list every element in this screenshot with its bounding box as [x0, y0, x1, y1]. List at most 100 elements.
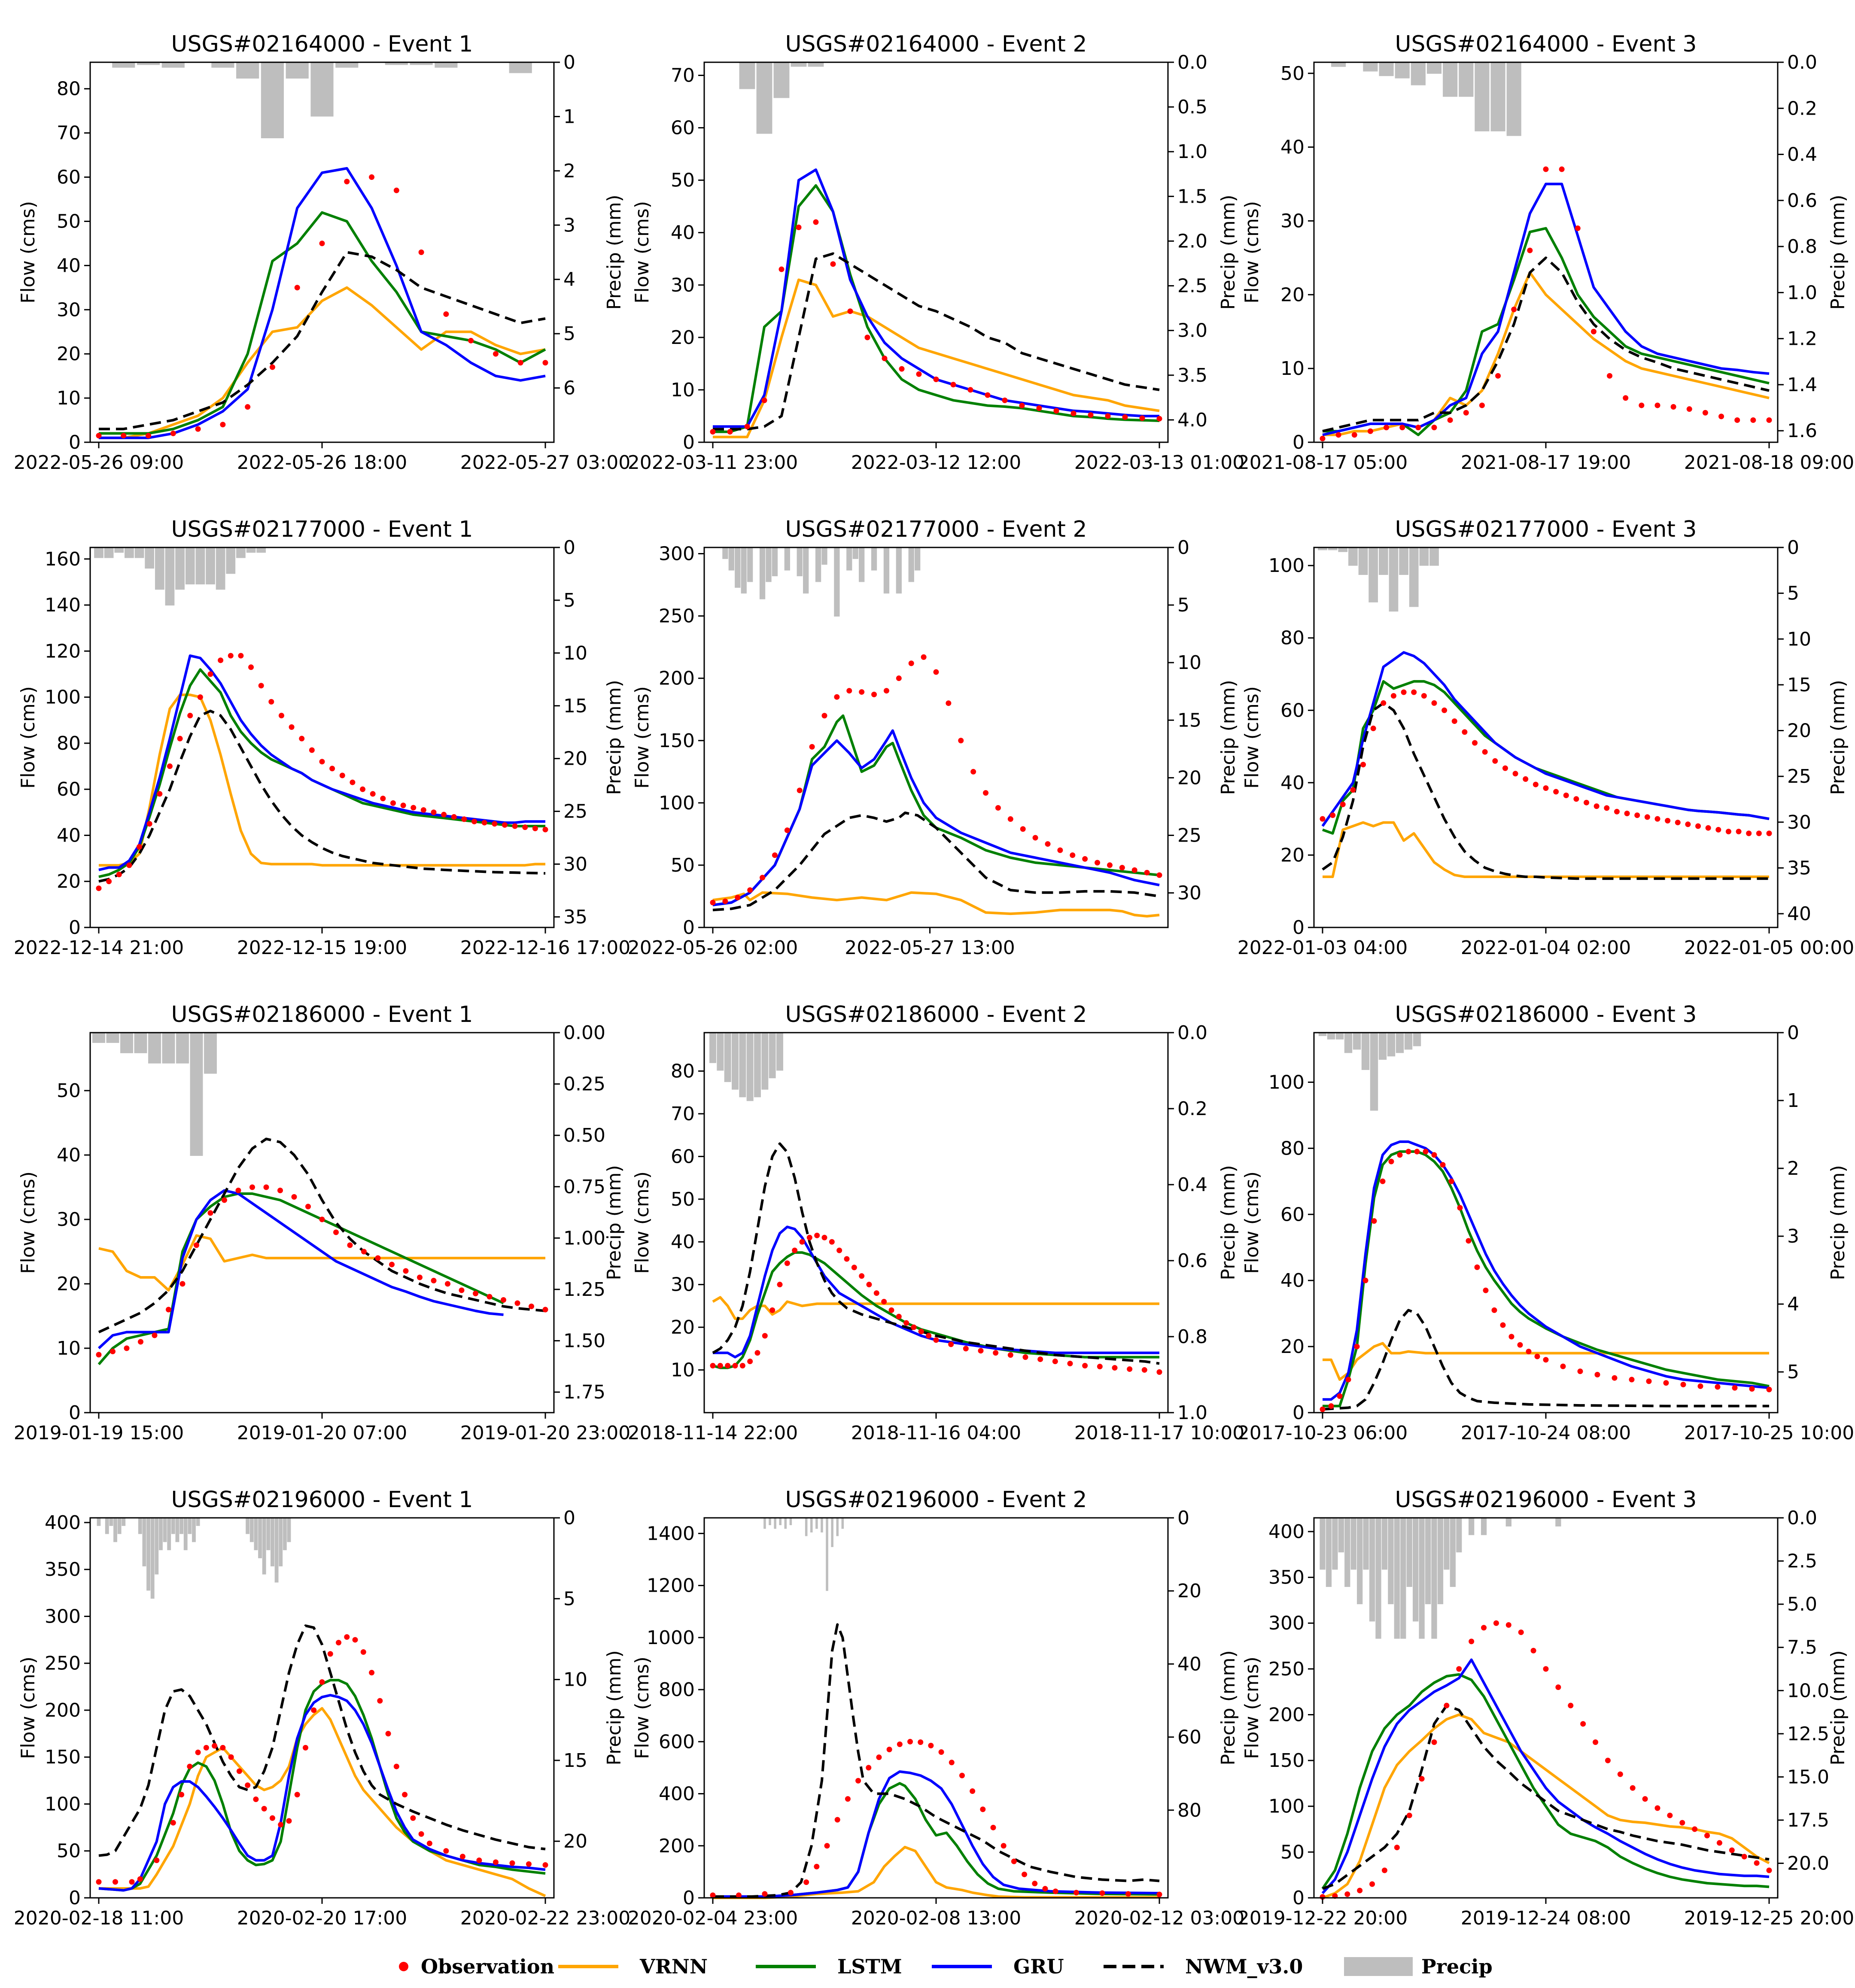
precip-tick-label: 5: [563, 590, 575, 611]
observation-point: [739, 1363, 745, 1369]
precip-tick-label: 7.5: [1787, 1637, 1817, 1659]
observation-point: [1462, 729, 1468, 735]
observation-point: [129, 1879, 135, 1885]
precip-tick-label: 0: [563, 1507, 575, 1529]
x-tick-label: 2022-01-03 04:00: [1238, 937, 1408, 959]
observation-point: [1007, 816, 1013, 822]
precip-bar: [1389, 547, 1399, 612]
observation-point: [319, 759, 325, 765]
observation-point: [157, 791, 163, 797]
observation-point: [990, 1824, 996, 1830]
y-tick-label: 0: [683, 1887, 695, 1909]
precip-bar: [125, 547, 134, 558]
precip-tick-label: 20: [563, 748, 587, 770]
observation-point: [1644, 814, 1650, 820]
observation-point: [410, 1815, 416, 1821]
precip-bar: [1409, 547, 1419, 607]
observation-point: [96, 1879, 102, 1885]
observation-point: [1036, 405, 1042, 411]
observation-point: [1406, 1812, 1412, 1818]
observation-point: [1512, 771, 1518, 777]
precip-axis-label: Precip (mm): [1217, 195, 1239, 310]
precip-bar: [1475, 62, 1490, 131]
precip-tick-label: 3: [563, 214, 575, 236]
observation-point: [1456, 1666, 1462, 1672]
precip-tick-label: 15: [563, 1750, 587, 1772]
observation-point: [911, 1324, 917, 1330]
precip-tick-label: 1.5: [1177, 185, 1207, 207]
y-tick-label: 100: [1268, 1071, 1305, 1093]
observation-point: [824, 1843, 830, 1849]
observation-point: [389, 1261, 395, 1268]
observation-point: [1749, 1386, 1755, 1392]
observation-point: [1328, 1403, 1334, 1409]
precip-bar: [803, 547, 809, 594]
observation-point: [784, 827, 790, 833]
precip-tick-label: 0: [563, 537, 575, 559]
x-tick-label: 2018-11-16 04:00: [851, 1422, 1022, 1444]
observation-point: [411, 805, 417, 811]
chart-panel: USGS#02196000 - Event 202004006008001000…: [628, 1487, 1245, 1929]
x-tick-label: 2017-10-23 06:00: [1238, 1422, 1408, 1444]
precip-bar: [185, 547, 195, 585]
y-tick-label: 150: [659, 730, 695, 752]
observation-point: [1362, 1277, 1368, 1283]
lstm-series-line: [1323, 1150, 1770, 1407]
observation-point: [542, 1307, 548, 1313]
precip-tick-label: 80: [1177, 1800, 1201, 1821]
observation-point: [1320, 435, 1326, 441]
observation-point: [1337, 1393, 1343, 1399]
precip-bar: [335, 62, 359, 68]
nwm-series-line: [1322, 256, 1770, 433]
y-tick-label: 10: [671, 379, 695, 401]
observation-point: [1482, 749, 1488, 755]
observation-point: [212, 1743, 218, 1749]
observation-point: [492, 821, 498, 827]
observation-point: [1411, 689, 1417, 695]
precip-tick-label: 2: [563, 160, 575, 182]
observation-point: [476, 1857, 482, 1863]
y-tick-label: 30: [57, 1209, 81, 1231]
observation-point: [1345, 1377, 1351, 1383]
observation-point: [116, 872, 122, 878]
observation-point: [1431, 1739, 1437, 1745]
precip-bar: [1426, 62, 1442, 74]
observation-point: [1593, 803, 1600, 809]
precip-bar: [104, 547, 114, 558]
precip-bar: [791, 62, 807, 67]
precip-bar: [246, 1518, 250, 1534]
observation-point: [352, 1637, 358, 1643]
precip-bar: [274, 1518, 279, 1583]
observation-point: [418, 1831, 424, 1837]
vrnn-series-line: [99, 693, 545, 867]
observation-point: [1119, 865, 1125, 871]
y-tick-label: 140: [45, 594, 81, 616]
lstm-series-line: [713, 1782, 1160, 1898]
observation-point: [938, 1749, 944, 1755]
observation-point: [1543, 166, 1549, 172]
observation-point: [821, 713, 827, 719]
precip-bar: [1358, 547, 1368, 575]
observation-point: [1127, 1366, 1133, 1372]
precip-tick-label: 0.25: [563, 1073, 605, 1095]
plot-frame: [1313, 61, 1779, 443]
observation-point: [897, 1741, 903, 1747]
y-tick-label: 60: [671, 117, 695, 139]
observation-point: [1563, 792, 1569, 798]
observation-point: [797, 787, 803, 793]
precip-tick-label: 4: [1787, 1293, 1799, 1315]
flow-axis-label: Flow (cms): [17, 201, 39, 304]
observation-point: [1734, 417, 1740, 423]
observation-point: [179, 1281, 186, 1287]
observation-point: [993, 1350, 999, 1356]
vrnn-series-line: [712, 891, 1160, 918]
observation-point: [501, 1297, 506, 1303]
observation-point: [1533, 781, 1539, 787]
precip-bar: [789, 1518, 792, 1526]
observation-point: [1629, 1377, 1635, 1383]
observation-point: [772, 852, 778, 858]
x-tick-label: 2022-03-11 23:00: [628, 452, 798, 474]
observation-point: [1481, 1625, 1487, 1631]
precip-bar: [1375, 1518, 1381, 1639]
observation-point: [443, 1848, 449, 1854]
